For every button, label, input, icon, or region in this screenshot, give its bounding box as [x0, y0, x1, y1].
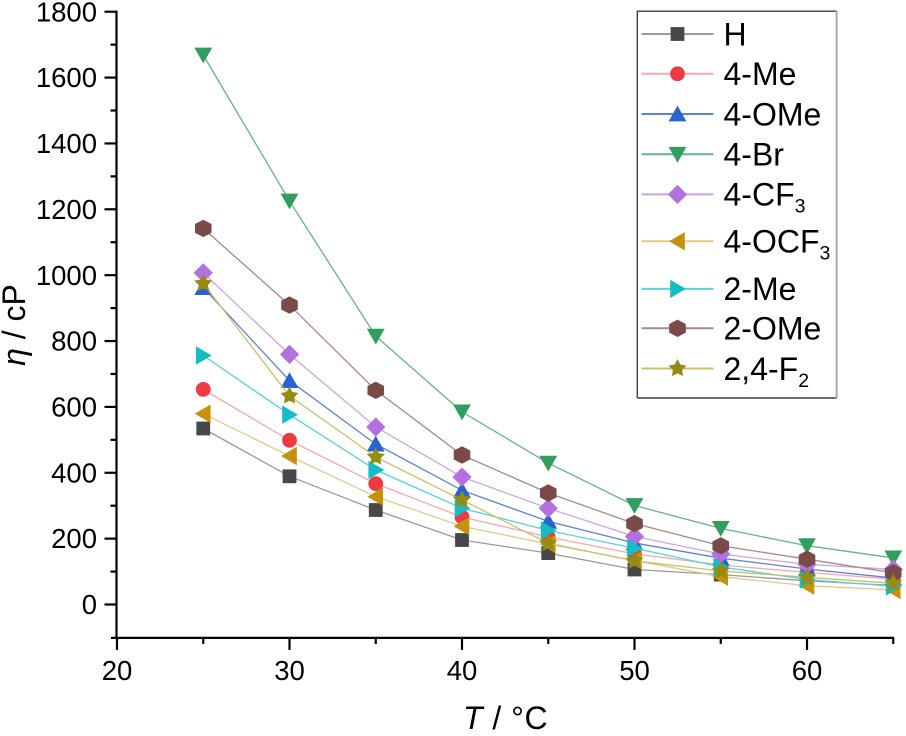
svg-text:1800: 1800 [36, 0, 97, 27]
svg-text:η / cP: η / cP [0, 284, 32, 366]
svg-text:400: 400 [51, 457, 97, 488]
svg-text:50: 50 [619, 655, 650, 686]
svg-text:H: H [724, 16, 747, 52]
svg-text:60: 60 [792, 655, 823, 686]
svg-text:1600: 1600 [36, 62, 97, 93]
svg-text:0: 0 [82, 589, 97, 620]
svg-text:T / °C: T / °C [463, 700, 548, 731]
svg-text:20: 20 [102, 655, 133, 686]
svg-text:4-CF3: 4-CF3 [724, 177, 806, 218]
svg-text:2,4-F2: 2,4-F2 [724, 351, 810, 392]
svg-text:4-OCF3: 4-OCF3 [724, 224, 831, 265]
svg-text:200: 200 [51, 523, 97, 554]
svg-text:40: 40 [447, 655, 478, 686]
svg-text:600: 600 [51, 392, 97, 423]
svg-text:2-Me: 2-Me [724, 271, 797, 307]
svg-text:2-OMe: 2-OMe [724, 311, 822, 347]
svg-text:1000: 1000 [36, 260, 97, 291]
svg-text:1200: 1200 [36, 194, 97, 225]
svg-text:1400: 1400 [36, 128, 97, 159]
svg-text:800: 800 [51, 326, 97, 357]
svg-text:4-OMe: 4-OMe [724, 96, 822, 132]
svg-text:4-Br: 4-Br [724, 137, 785, 173]
svg-text:4-Me: 4-Me [724, 56, 797, 92]
svg-text:30: 30 [274, 655, 305, 686]
